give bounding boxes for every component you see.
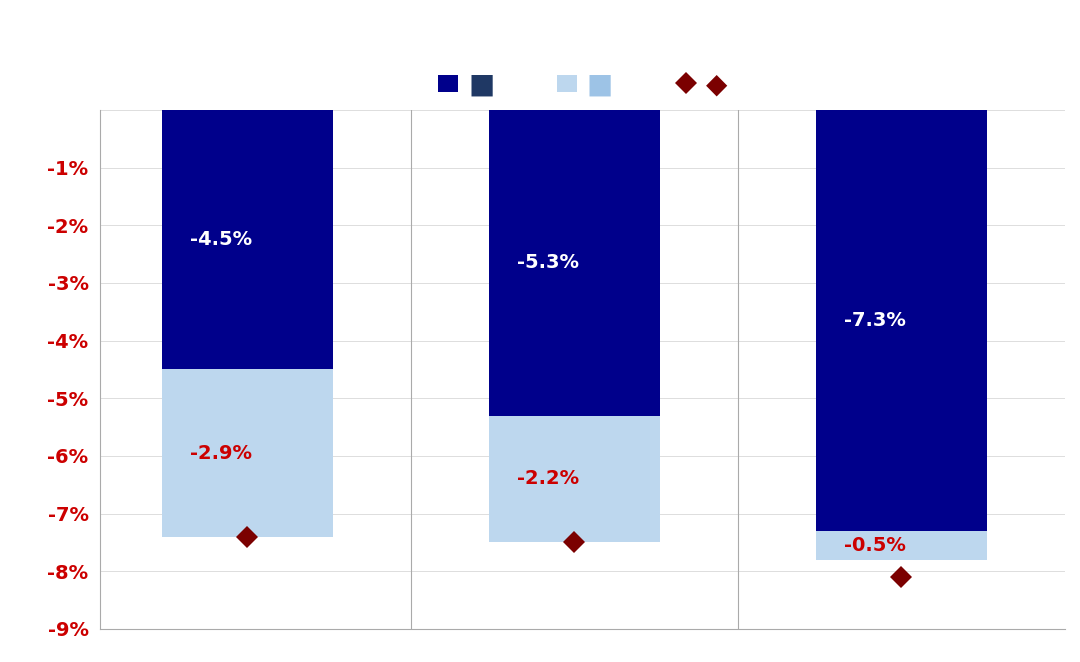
Bar — [162, 369, 333, 537]
Text: -2.9%: -2.9% — [190, 444, 253, 463]
Bar — [162, 110, 333, 369]
Text: -2.2%: -2.2% — [517, 469, 579, 489]
Text: -5.3%: -5.3% — [517, 254, 579, 272]
Text: -4.5%: -4.5% — [190, 230, 253, 249]
Legend: ■, ■, ◆: ■, ■, ◆ — [429, 60, 738, 109]
Bar — [816, 531, 986, 559]
Text: -0.5%: -0.5% — [845, 536, 906, 555]
Text: -7.3%: -7.3% — [845, 311, 906, 330]
Bar — [816, 110, 986, 531]
Bar — [489, 110, 660, 416]
Bar — [489, 416, 660, 542]
